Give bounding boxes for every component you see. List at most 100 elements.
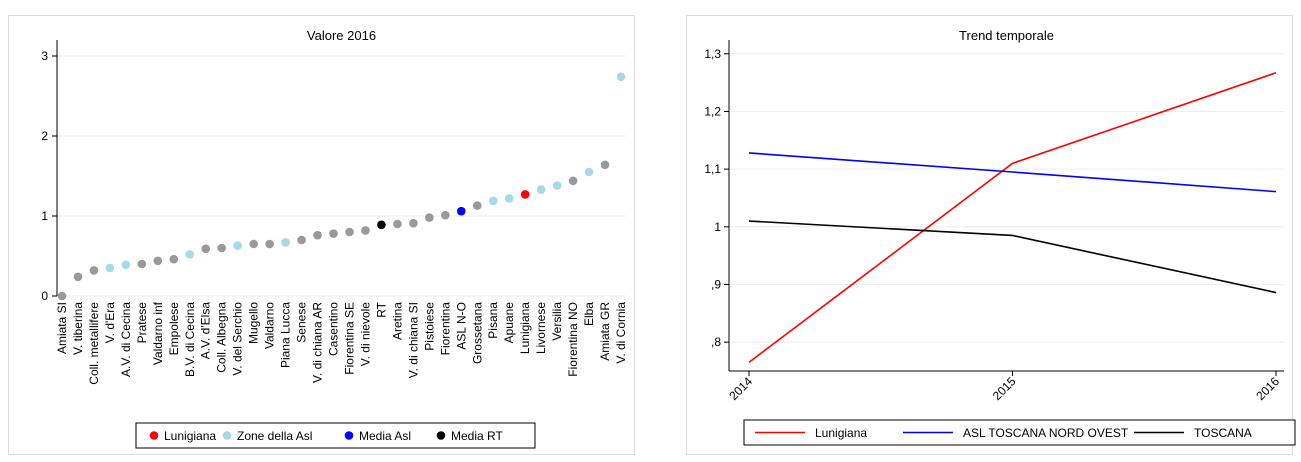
data-point xyxy=(616,72,626,82)
x-tick-label: V. tiberina xyxy=(71,302,85,355)
y-tick-label: 1,2 xyxy=(704,104,721,118)
x-tick-label: B.V. di Cecina xyxy=(183,302,197,377)
data-point xyxy=(329,229,338,238)
data-point xyxy=(105,263,115,273)
data-point xyxy=(377,220,386,230)
data-point xyxy=(137,259,147,269)
legend-box xyxy=(743,419,1296,446)
x-tick-label: Elba xyxy=(582,302,596,326)
x-tick-label: V. di nievole xyxy=(358,302,372,367)
line-chart: Trend temporale ,8 ,9 1 1,1 1,2 1,3 2014 2015 201… xyxy=(704,28,1296,446)
data-point xyxy=(185,250,195,259)
data-point xyxy=(409,218,418,228)
x-tick-label: A.V. d'Elsa xyxy=(199,302,213,360)
data-point xyxy=(393,219,402,229)
x-tick-label: Amiata SI xyxy=(55,302,69,354)
legend-label: TOSCANA xyxy=(1194,426,1252,440)
x-tick-label: Aretina xyxy=(390,302,404,340)
data-point xyxy=(441,210,450,220)
chart-title: Valore 2016 xyxy=(307,28,376,43)
legend-label: Lunigiana xyxy=(815,426,867,440)
y-tick-label: 1 xyxy=(714,220,721,234)
data-point xyxy=(472,201,482,210)
data-point xyxy=(456,206,466,216)
data-point xyxy=(89,266,99,275)
y-tick-label: 2 xyxy=(41,129,48,143)
data-point xyxy=(73,272,83,282)
x-tick-label: Fiorentina xyxy=(438,302,452,356)
x-tick-label: Fiorentina SE xyxy=(342,302,356,375)
series-line xyxy=(748,152,1277,193)
data-point xyxy=(536,185,546,194)
data-point xyxy=(153,256,163,266)
scatter-chart-panel: Valore 2016 0 1 2 3 Amiata SI V. tiberina Coll.… xyxy=(8,15,635,455)
x-tick-label: Livornese xyxy=(534,302,548,354)
data-point xyxy=(568,176,578,186)
x-tick-label: A.V. di Cecina xyxy=(119,302,133,377)
data-point xyxy=(217,243,227,253)
data-point xyxy=(425,213,434,222)
data-point xyxy=(313,230,322,240)
legend-marker xyxy=(149,431,159,440)
x-tick-label: Coll. metallifere xyxy=(87,302,101,385)
x-tick-label: Valdarno xyxy=(263,302,277,349)
y-tick-label: 1,3 xyxy=(704,47,721,61)
x-tick-label: Versilia xyxy=(550,302,564,341)
legend-label: Media Asl xyxy=(359,429,411,443)
x-tick-label: Pistoiese xyxy=(422,302,436,351)
x-tick-label: Casentino xyxy=(327,302,341,356)
data-point xyxy=(121,260,131,270)
x-tick-label: Grossetana xyxy=(470,302,484,364)
line-chart-panel: Trend temporale ,8 ,9 1 1,1 1,2 1,3 2014 2015 201… xyxy=(686,15,1296,455)
data-point xyxy=(281,238,290,247)
data-point xyxy=(600,160,610,170)
x-tick-label: Lunigiana xyxy=(518,302,532,354)
data-point xyxy=(520,190,530,199)
x-tick-label: Coll. Albegna xyxy=(215,302,229,373)
x-tick-label: RT xyxy=(374,301,388,317)
x-tick-label: 2016 xyxy=(1253,374,1282,403)
x-tick-label: Pratese xyxy=(135,302,149,344)
y-tick-label: 3 xyxy=(41,49,48,63)
y-tick-label: 0 xyxy=(41,289,48,303)
x-tick-label: Piana Lucca xyxy=(279,302,293,368)
legend-marker xyxy=(344,431,354,440)
x-tick-label: V. di Cornia xyxy=(614,302,628,364)
legend-label: Media RT xyxy=(451,429,503,443)
x-tick-label: V. di chiana SI xyxy=(406,302,420,378)
legend-label: Zone della Asl xyxy=(237,429,312,443)
x-tick-label: Fiorentina NO xyxy=(566,302,580,377)
data-point xyxy=(57,291,67,301)
x-tick-label: Senese xyxy=(295,302,309,343)
data-point xyxy=(361,226,370,235)
legend-label: ASL TOSCANA NORD OVEST xyxy=(963,426,1129,440)
data-point xyxy=(249,239,258,249)
data-point xyxy=(504,194,514,203)
x-tick-label: 2014 xyxy=(726,374,755,403)
data-point xyxy=(345,227,354,237)
data-point xyxy=(169,254,179,264)
y-tick-label: ,9 xyxy=(711,277,721,291)
x-tick-label: Amiata GR xyxy=(598,302,612,361)
x-tick-label: Apuane xyxy=(502,302,516,344)
legend-marker xyxy=(222,431,232,440)
data-point xyxy=(233,241,242,250)
legend-label: Lunigiana xyxy=(164,429,216,443)
x-tick-label: V. di chiana AR xyxy=(311,302,325,383)
x-tick-label: Pisana xyxy=(486,302,500,339)
y-tick-label: ,8 xyxy=(711,335,721,349)
legend-box xyxy=(135,422,536,449)
x-tick-label: 2015 xyxy=(990,374,1019,403)
chart-title: Trend temporale xyxy=(959,28,1054,43)
x-tick-label: V. d'Era xyxy=(103,302,117,344)
y-tick-label: 1 xyxy=(41,209,48,223)
data-point xyxy=(201,244,211,254)
data-point xyxy=(584,167,594,177)
x-tick-label: Valdarno inf xyxy=(151,301,165,365)
series-line xyxy=(748,72,1277,363)
x-tick-label: Empolese xyxy=(167,302,181,356)
series-line xyxy=(748,220,1277,294)
data-point xyxy=(552,181,562,190)
x-tick-label: Mugello xyxy=(247,302,261,344)
